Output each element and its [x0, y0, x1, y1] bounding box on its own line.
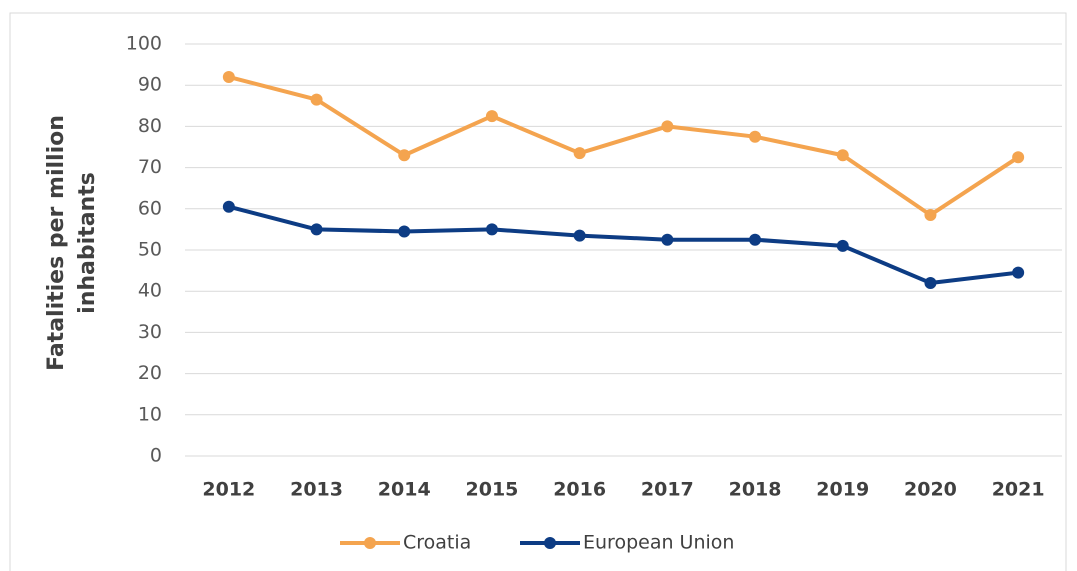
x-tick-label: 2012 [202, 479, 255, 501]
y-tick-label: 10 [138, 403, 162, 425]
point [222, 70, 235, 83]
y-tick-label: 100 [126, 33, 162, 55]
point [1012, 266, 1025, 279]
x-tick-label: 2016 [553, 479, 606, 501]
point [924, 276, 937, 289]
x-tick-label: 2015 [466, 479, 519, 501]
legend-label: European Union [583, 532, 734, 554]
point [310, 93, 323, 106]
point [661, 120, 674, 133]
chart-border [9, 12, 1067, 571]
y-tick-label: 0 [150, 445, 162, 467]
x-tick-label: 2017 [641, 479, 694, 501]
legend-swatch-dot [544, 537, 556, 549]
x-tick-label: 2020 [904, 479, 957, 501]
y-tick-label: 90 [138, 74, 162, 96]
point [573, 229, 586, 242]
y-tick-label: 20 [138, 362, 162, 384]
point [398, 225, 411, 238]
point [485, 223, 498, 236]
point [1012, 151, 1025, 164]
x-tick-label: 2018 [729, 479, 782, 501]
series-line [228, 75, 1020, 217]
point [749, 130, 762, 143]
legend-label: Croatia [403, 532, 471, 554]
x-tick-label: 2014 [378, 479, 431, 501]
point [310, 223, 323, 236]
point [573, 147, 586, 160]
x-tick-label: 2013 [290, 479, 343, 501]
point [398, 149, 411, 162]
point [924, 208, 937, 221]
point [836, 149, 849, 162]
legend-swatch-dot [364, 537, 376, 549]
x-tick-label: 2019 [816, 479, 869, 501]
point [661, 233, 674, 246]
y-axis-label: Fatalities per million inhabitants [44, 115, 100, 371]
point [485, 110, 498, 123]
y-tick-label: 30 [138, 321, 162, 343]
y-tick-label: 40 [138, 280, 162, 302]
point [222, 200, 235, 213]
point [836, 239, 849, 252]
x-tick-label: 2021 [992, 479, 1045, 501]
y-tick-label: 80 [138, 115, 162, 137]
series-line [228, 204, 1019, 285]
y-tick-label: 50 [138, 239, 162, 261]
y-tick-label: 70 [138, 156, 162, 178]
y-tick-label: 60 [138, 197, 162, 219]
point [749, 233, 762, 246]
